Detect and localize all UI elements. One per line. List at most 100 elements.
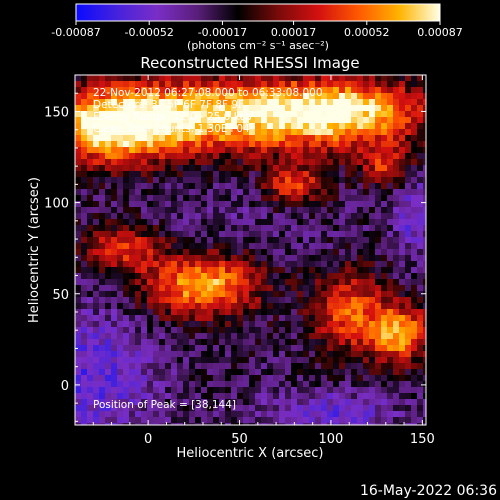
heatmap-cell bbox=[147, 159, 153, 165]
heatmap-cell bbox=[249, 159, 255, 165]
heatmap-cell bbox=[111, 303, 117, 309]
heatmap-cell bbox=[363, 291, 369, 297]
heatmap-cell bbox=[321, 99, 327, 105]
heatmap-cell bbox=[261, 93, 267, 99]
heatmap-cell bbox=[195, 345, 201, 351]
heatmap-cell bbox=[93, 249, 99, 255]
heatmap-cell bbox=[249, 213, 255, 219]
heatmap-cell bbox=[291, 345, 297, 351]
heatmap-cell bbox=[93, 231, 99, 237]
heatmap-cell bbox=[387, 273, 393, 279]
heatmap-cell bbox=[237, 291, 243, 297]
heatmap-cell bbox=[261, 261, 267, 267]
heatmap-cell bbox=[75, 87, 81, 93]
heatmap-cell bbox=[165, 273, 171, 279]
heatmap-cell bbox=[189, 159, 195, 165]
heatmap-cell bbox=[183, 153, 189, 159]
heatmap-cell bbox=[165, 159, 171, 165]
heatmap-cell bbox=[411, 237, 417, 243]
heatmap-cell bbox=[399, 99, 405, 105]
heatmap-cell bbox=[399, 261, 405, 267]
heatmap-cell bbox=[261, 147, 267, 153]
heatmap-cell bbox=[291, 111, 297, 117]
heatmap-cell bbox=[159, 267, 165, 273]
heatmap-cell bbox=[363, 99, 369, 105]
heatmap-cell bbox=[369, 201, 375, 207]
heatmap-cell bbox=[375, 195, 381, 201]
heatmap-cell bbox=[243, 183, 249, 189]
heatmap-cell bbox=[339, 141, 345, 147]
heatmap-cell bbox=[411, 417, 417, 423]
heatmap-cell bbox=[231, 279, 237, 285]
heatmap-cell bbox=[339, 147, 345, 153]
heatmap-cell bbox=[261, 399, 267, 405]
heatmap-cell bbox=[381, 321, 387, 327]
heatmap-cell bbox=[165, 423, 171, 425]
heatmap-cell bbox=[249, 279, 255, 285]
heatmap-cell bbox=[75, 213, 81, 219]
heatmap-cell bbox=[399, 279, 405, 285]
heatmap-cell bbox=[267, 141, 273, 147]
heatmap-cell bbox=[327, 423, 333, 425]
heatmap-cell bbox=[225, 363, 231, 369]
heatmap-cell bbox=[375, 231, 381, 237]
heatmap-cell bbox=[129, 297, 135, 303]
heatmap-cell bbox=[351, 399, 357, 405]
heatmap-cell bbox=[219, 111, 225, 117]
heatmap-cell bbox=[405, 261, 411, 267]
heatmap-cell bbox=[255, 297, 261, 303]
heatmap-cell bbox=[381, 261, 387, 267]
heatmap-cell bbox=[417, 75, 423, 81]
heatmap-cell bbox=[87, 255, 93, 261]
heatmap-cell bbox=[141, 423, 147, 425]
heatmap-cell bbox=[351, 231, 357, 237]
heatmap-cell bbox=[333, 399, 339, 405]
heatmap-cell bbox=[321, 285, 327, 291]
heatmap-cell bbox=[243, 381, 249, 387]
heatmap-cell bbox=[177, 207, 183, 213]
heatmap-cell bbox=[339, 291, 345, 297]
heatmap-cell bbox=[111, 339, 117, 345]
heatmap-cell bbox=[129, 177, 135, 183]
heatmap-cell bbox=[393, 225, 399, 231]
heatmap-cell bbox=[417, 309, 423, 315]
heatmap-cell bbox=[291, 405, 297, 411]
heatmap-cell bbox=[117, 357, 123, 363]
heatmap-cell bbox=[201, 99, 207, 105]
heatmap-cell bbox=[327, 363, 333, 369]
heatmap-cell bbox=[105, 411, 111, 417]
heatmap-cell bbox=[153, 339, 159, 345]
heatmap-cell bbox=[423, 303, 426, 309]
heatmap-cell bbox=[309, 195, 315, 201]
heatmap-cell bbox=[147, 111, 153, 117]
heatmap-cell bbox=[231, 87, 237, 93]
heatmap-cell bbox=[369, 309, 375, 315]
heatmap-cell bbox=[303, 123, 309, 129]
heatmap-cell bbox=[375, 243, 381, 249]
heatmap-cell bbox=[327, 387, 333, 393]
heatmap-cell bbox=[399, 393, 405, 399]
heatmap-cell bbox=[201, 423, 207, 425]
heatmap-cell bbox=[135, 411, 141, 417]
heatmap-cell bbox=[405, 195, 411, 201]
heatmap-cell bbox=[129, 123, 135, 129]
heatmap-cell bbox=[93, 75, 99, 81]
heatmap-cell bbox=[81, 249, 87, 255]
heatmap-cell bbox=[399, 255, 405, 261]
heatmap-cell bbox=[123, 141, 129, 147]
heatmap-cell bbox=[183, 369, 189, 375]
heatmap-cell bbox=[201, 393, 207, 399]
heatmap-cell bbox=[111, 411, 117, 417]
heatmap-cell bbox=[231, 273, 237, 279]
heatmap-cell bbox=[99, 75, 105, 81]
heatmap-cell bbox=[111, 309, 117, 315]
heatmap-cell bbox=[213, 339, 219, 345]
heatmap-cell bbox=[333, 129, 339, 135]
heatmap-cell bbox=[279, 123, 285, 129]
heatmap-cell bbox=[201, 387, 207, 393]
heatmap-cell bbox=[231, 105, 237, 111]
heatmap-cell bbox=[357, 123, 363, 129]
heatmap-cell bbox=[345, 105, 351, 111]
heatmap-cell bbox=[177, 159, 183, 165]
heatmap-cell bbox=[231, 357, 237, 363]
